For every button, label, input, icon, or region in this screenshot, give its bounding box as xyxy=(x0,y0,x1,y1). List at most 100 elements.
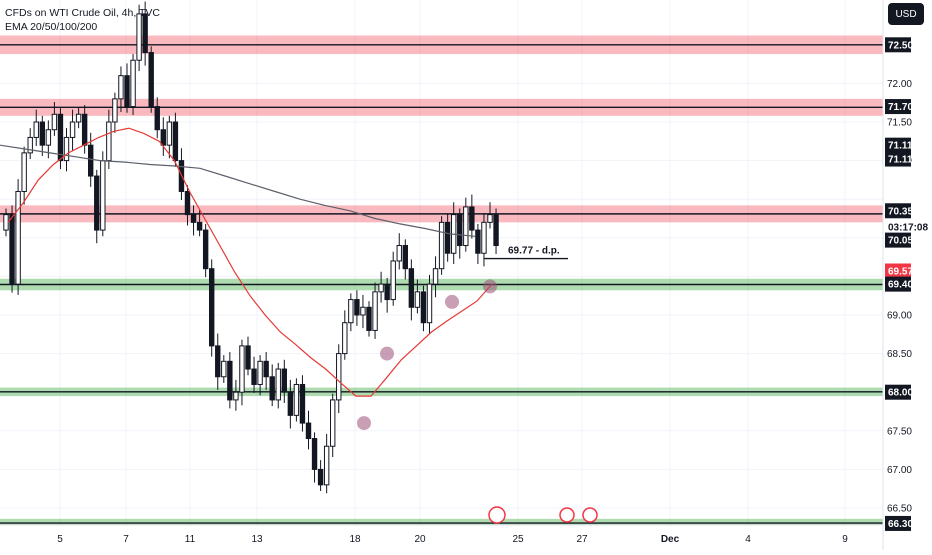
ema-short-line xyxy=(7,127,493,397)
candle-up xyxy=(100,160,106,231)
candle-down xyxy=(154,106,160,131)
event-icon xyxy=(488,506,506,524)
candle-down xyxy=(305,422,312,440)
flag-icon xyxy=(582,507,598,523)
candle-down xyxy=(269,376,275,401)
price-tag: 71.70 xyxy=(888,102,913,113)
candle-up xyxy=(438,221,445,270)
y-tick-label: 69.00 xyxy=(887,311,912,322)
candle-down xyxy=(57,113,64,162)
price-tag: 70.35 xyxy=(888,206,913,217)
candle-down xyxy=(402,245,409,270)
price-tag-bg xyxy=(885,137,911,153)
candle-down xyxy=(227,360,233,401)
y-tick-label: 68.50 xyxy=(887,349,912,360)
candle-down xyxy=(94,175,100,231)
price-tag: 71.11 xyxy=(888,155,913,166)
candle-up xyxy=(136,13,142,61)
x-tick-label: 27 xyxy=(576,534,588,545)
currency-button[interactable]: USD xyxy=(888,3,924,25)
price-tag-bg xyxy=(885,151,911,167)
x-tick-label: Dec xyxy=(661,534,680,545)
candle-down xyxy=(444,221,451,254)
candle-down xyxy=(281,368,288,393)
candle-down xyxy=(420,291,427,324)
candle-up xyxy=(360,306,366,316)
price-tag: 68.00 xyxy=(888,388,913,399)
candle-down xyxy=(148,52,154,108)
y-tick-label: 72.00 xyxy=(887,79,912,90)
candle-up xyxy=(112,98,118,123)
candle-up xyxy=(63,136,70,162)
candle-down xyxy=(469,206,475,231)
candle-up xyxy=(414,291,421,308)
x-tick-label: 9 xyxy=(842,534,848,545)
candle-down xyxy=(196,221,203,231)
annotation-label: 69.77 - d.p. xyxy=(508,246,560,257)
signal-markers xyxy=(357,279,497,431)
x-tick-label: 18 xyxy=(349,534,361,545)
price-tag: 69.40 xyxy=(888,280,913,291)
time-axis xyxy=(0,525,932,550)
chart-legend: CFDs on WTI Crude Oil, 4h, TVC EMA 20/50… xyxy=(5,6,160,34)
candle-down xyxy=(384,283,390,301)
candle-up xyxy=(233,391,239,401)
flag-icon xyxy=(559,507,575,523)
candles xyxy=(3,1,499,494)
candle-up xyxy=(342,322,348,355)
price-tag: 69.57 xyxy=(888,266,913,277)
price-tag: 71.11 xyxy=(888,141,913,152)
price-tag-bg xyxy=(885,203,911,219)
candle-up xyxy=(21,152,27,192)
y-tick-label: 71.50 xyxy=(887,118,912,129)
candle-down xyxy=(88,144,94,177)
candle-down xyxy=(215,345,221,378)
candle-down xyxy=(475,229,481,254)
candle-up xyxy=(69,121,76,138)
candle-down xyxy=(142,13,148,54)
candle-down xyxy=(493,214,499,247)
x-tick-label: 20 xyxy=(414,534,426,545)
candle-down xyxy=(190,214,197,223)
candle-up xyxy=(293,383,300,416)
price-zones xyxy=(0,35,883,528)
candle-down xyxy=(172,121,179,162)
price-tag: 66.30 xyxy=(888,519,913,530)
price-tag-bg xyxy=(885,232,911,248)
candle-up xyxy=(130,59,136,108)
candle-down xyxy=(39,121,45,146)
candle-up xyxy=(481,221,487,254)
price-tag: 72.50 xyxy=(888,40,913,51)
candle-up xyxy=(330,399,336,447)
price-tag: 70.05 xyxy=(888,236,913,247)
price-tag-bg xyxy=(885,219,931,235)
price-tag-bg xyxy=(885,263,911,279)
y-tick-label: 66.50 xyxy=(887,504,912,515)
candle-up xyxy=(166,121,173,146)
x-tick-label: 4 xyxy=(745,534,751,545)
signal-circle xyxy=(380,346,394,361)
candle-up xyxy=(323,445,330,486)
candle-down xyxy=(299,383,306,424)
indicator-label[interactable]: EMA 20/50/100/200 xyxy=(5,21,98,33)
candle-up xyxy=(106,121,112,162)
candle-down xyxy=(263,360,269,378)
candle-down xyxy=(317,468,324,486)
x-tick-label: 5 xyxy=(57,534,63,545)
candle-up xyxy=(221,360,227,378)
candle-down xyxy=(160,129,167,146)
x-tick-label: 25 xyxy=(512,534,524,545)
candle-up xyxy=(372,291,378,331)
candle-up xyxy=(487,214,493,223)
candle-down xyxy=(251,368,257,385)
ema-long-line xyxy=(0,144,476,237)
candle-up xyxy=(426,283,433,324)
candle-down xyxy=(202,229,209,270)
candle-up xyxy=(33,121,39,138)
symbol-title[interactable]: CFDs on WTI Crude Oil, 4h, TVC xyxy=(5,7,161,19)
candle-up xyxy=(257,360,263,385)
candle-up xyxy=(275,368,281,401)
candle-down xyxy=(245,345,251,370)
